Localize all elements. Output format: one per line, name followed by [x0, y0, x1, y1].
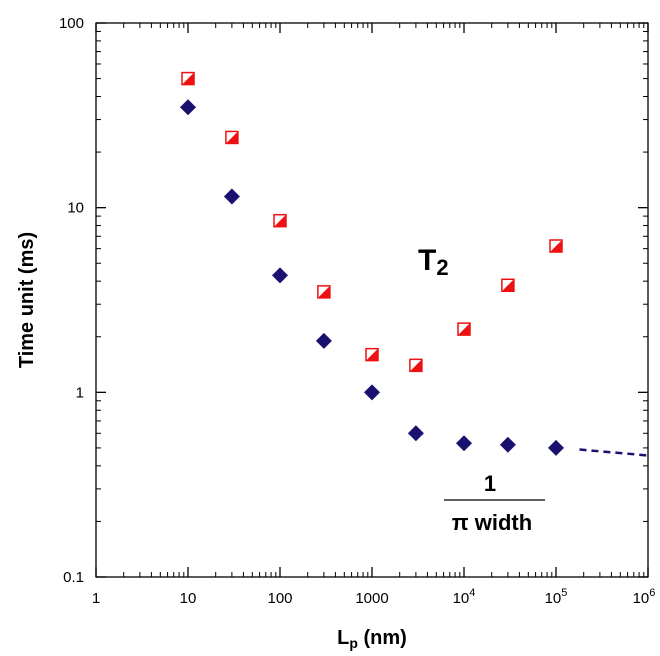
- data-point-square: [457, 322, 471, 336]
- x-tick-label: 106: [633, 587, 656, 607]
- data-point-diamond: [364, 384, 380, 401]
- data-point-diamond: [548, 439, 564, 456]
- square-fill-half: [501, 279, 514, 292]
- y-tick-label: 0.1: [63, 569, 84, 586]
- data-point-square: [225, 130, 239, 145]
- y-tick-label: 100: [59, 15, 84, 32]
- series-width: [180, 99, 649, 457]
- square-fill-half: [550, 240, 562, 253]
- data-point-diamond: [456, 435, 472, 452]
- square-fill-half: [317, 285, 330, 298]
- square-fill-half: [225, 131, 238, 144]
- x-tick-label: 1: [92, 590, 100, 607]
- data-point-square: [501, 278, 515, 293]
- y-axis-title: Time unit (ms): [16, 232, 38, 368]
- square-fill-half: [366, 348, 378, 361]
- x-axis-ticks: 1 10 100 1000 104 105 106: [92, 23, 656, 607]
- extrapolation-dashed-line: [579, 448, 649, 457]
- axes: [95, 22, 649, 578]
- fraction-annotation: 1 π width: [444, 471, 545, 535]
- x-tick-label: 1000: [355, 590, 388, 607]
- data-point-diamond: [407, 425, 424, 442]
- square-fill-half: [458, 323, 470, 336]
- data-point-square: [365, 347, 379, 362]
- t2-annotation: T2: [418, 244, 449, 280]
- x-tick-label: 100: [267, 590, 292, 607]
- data-point-diamond: [223, 188, 240, 205]
- series-layer: [180, 71, 649, 457]
- y-tick-label: 1: [76, 384, 84, 401]
- x-tick-label: 105: [545, 587, 568, 607]
- plot-frame: [95, 22, 649, 578]
- series-t2: [181, 71, 563, 373]
- square-fill-half: [182, 72, 194, 85]
- y-axis-ticks: 0.1 1 10 100: [59, 15, 648, 586]
- data-point-square: [273, 213, 287, 228]
- x-tick-label: 10: [180, 590, 197, 607]
- data-point-diamond: [272, 267, 288, 284]
- data-point-square: [409, 358, 423, 373]
- data-point-square: [181, 71, 195, 86]
- square-fill-half: [409, 359, 422, 372]
- data-point-square: [317, 285, 331, 299]
- square-fill-half: [274, 214, 286, 227]
- x-tick-label: 104: [453, 587, 476, 607]
- x-axis-title: Lp (nm): [337, 627, 407, 651]
- data-point-square: [549, 239, 563, 253]
- fraction-denominator: π width: [452, 510, 532, 535]
- y-tick-label: 10: [67, 200, 84, 217]
- data-point-diamond: [180, 99, 196, 116]
- data-point-diamond: [315, 332, 332, 349]
- data-point-diamond: [499, 436, 516, 453]
- fraction-numerator: 1: [484, 471, 496, 496]
